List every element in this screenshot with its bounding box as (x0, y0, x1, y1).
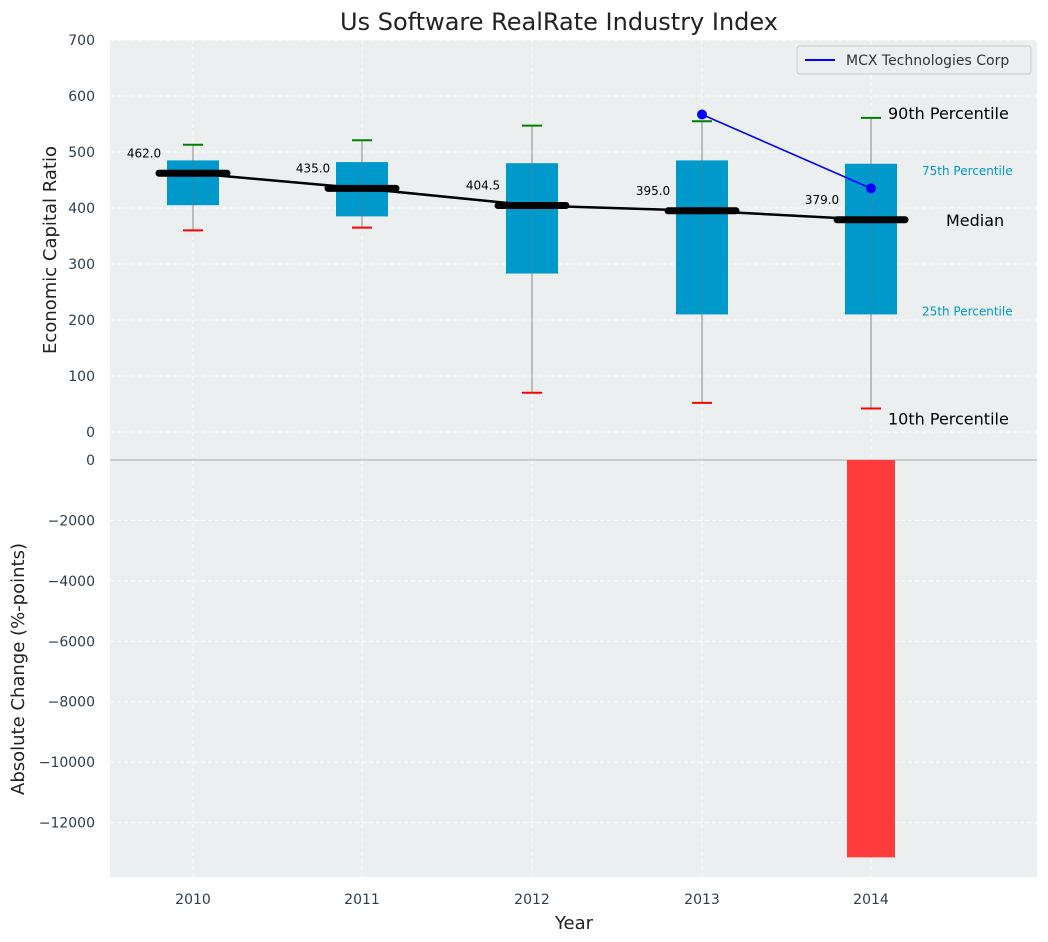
annotation-10th: 10th Percentile (888, 409, 1009, 428)
bottom-y-ticks: 0 −2000 −4000 −6000 −8000 −10000 −12000 (39, 453, 95, 832)
top-y-axis-label: Economic Capital Ratio (40, 146, 61, 354)
company-point (697, 109, 707, 120)
median-trend (192, 172, 872, 222)
bottom-y-tick-label: −10000 (39, 755, 95, 771)
annotation-90th: 90th Percentile (888, 104, 1009, 123)
bottom-plot-area (110, 460, 1037, 877)
bottom-y-tick-label: 0 (86, 453, 95, 469)
annotation-median: Median (946, 211, 1004, 230)
top-y-tick-label: 300 (68, 257, 95, 273)
legend: MCX Technologies Corp (796, 45, 1032, 75)
top-y-tick-label: 100 (68, 369, 95, 385)
top-y-tick-label: 200 (68, 313, 95, 329)
legend-label: MCX Technologies Corp (846, 53, 1009, 69)
bottom-y-tick-label: −6000 (48, 634, 95, 650)
x-tick-label: 2012 (514, 892, 550, 908)
bottom-panel: 0−2000−4000−6000−8000−10000−12000 2010 20… (8, 453, 1037, 934)
change-bar (847, 460, 895, 858)
bottom-y-tick-label: −2000 (48, 513, 95, 529)
top-boxes (155, 116, 909, 410)
top-y-tick-label: 400 (68, 201, 95, 217)
top-y-ticks: 0 100 200 300 400 500 600 700 (68, 33, 95, 441)
median-value-label: 435.0 (296, 161, 330, 175)
top-y-tick-label: 0 (86, 425, 95, 441)
median-value-label: 395.0 (636, 184, 670, 198)
bottom-bars (847, 460, 895, 858)
annotation-75th: 75th Percentile (922, 164, 1013, 178)
company-point (866, 183, 876, 194)
top-y-tick-label: 700 (68, 33, 95, 49)
median-value-label: 379.0 (805, 193, 839, 207)
top-panel: 0 100 200 300 400 500 600 700 462.0 435.0 404.5 39… (40, 33, 1037, 460)
x-tick-label: 2013 (684, 892, 720, 908)
median-labels: 462.0 435.0 404.5 395.0 379.0 (127, 146, 839, 206)
top-y-tick-label: 600 (68, 89, 95, 105)
x-tick-label: 2010 (175, 892, 211, 908)
median-line (192, 172, 872, 222)
x-ticks: 2010 2011 2012 2013 2014 (175, 892, 889, 908)
top-y-tick-label: 500 (68, 145, 95, 161)
median-value-label: 462.0 (127, 146, 161, 160)
x-tick-label: 2011 (344, 892, 380, 908)
bottom-y-axis-label: Absolute Change (%-points) (8, 543, 29, 795)
x-tick-label: 2014 (853, 892, 889, 908)
percentile-annotations: 90th Percentile 75th Percentile Median 2… (888, 104, 1013, 429)
legend-box (796, 45, 1032, 75)
chart-title: Us Software RealRate Industry Index (340, 8, 778, 36)
company-line (701, 113, 872, 190)
x-axis-label: Year (554, 913, 594, 934)
median-value-label: 404.5 (466, 178, 500, 192)
annotation-25th: 25th Percentile (922, 304, 1013, 318)
bottom-y-tick-label: −12000 (39, 816, 95, 832)
bottom-y-tick-label: −8000 (48, 695, 95, 711)
company-series (697, 109, 876, 194)
bottom-y-tick-label: −4000 (48, 574, 95, 590)
